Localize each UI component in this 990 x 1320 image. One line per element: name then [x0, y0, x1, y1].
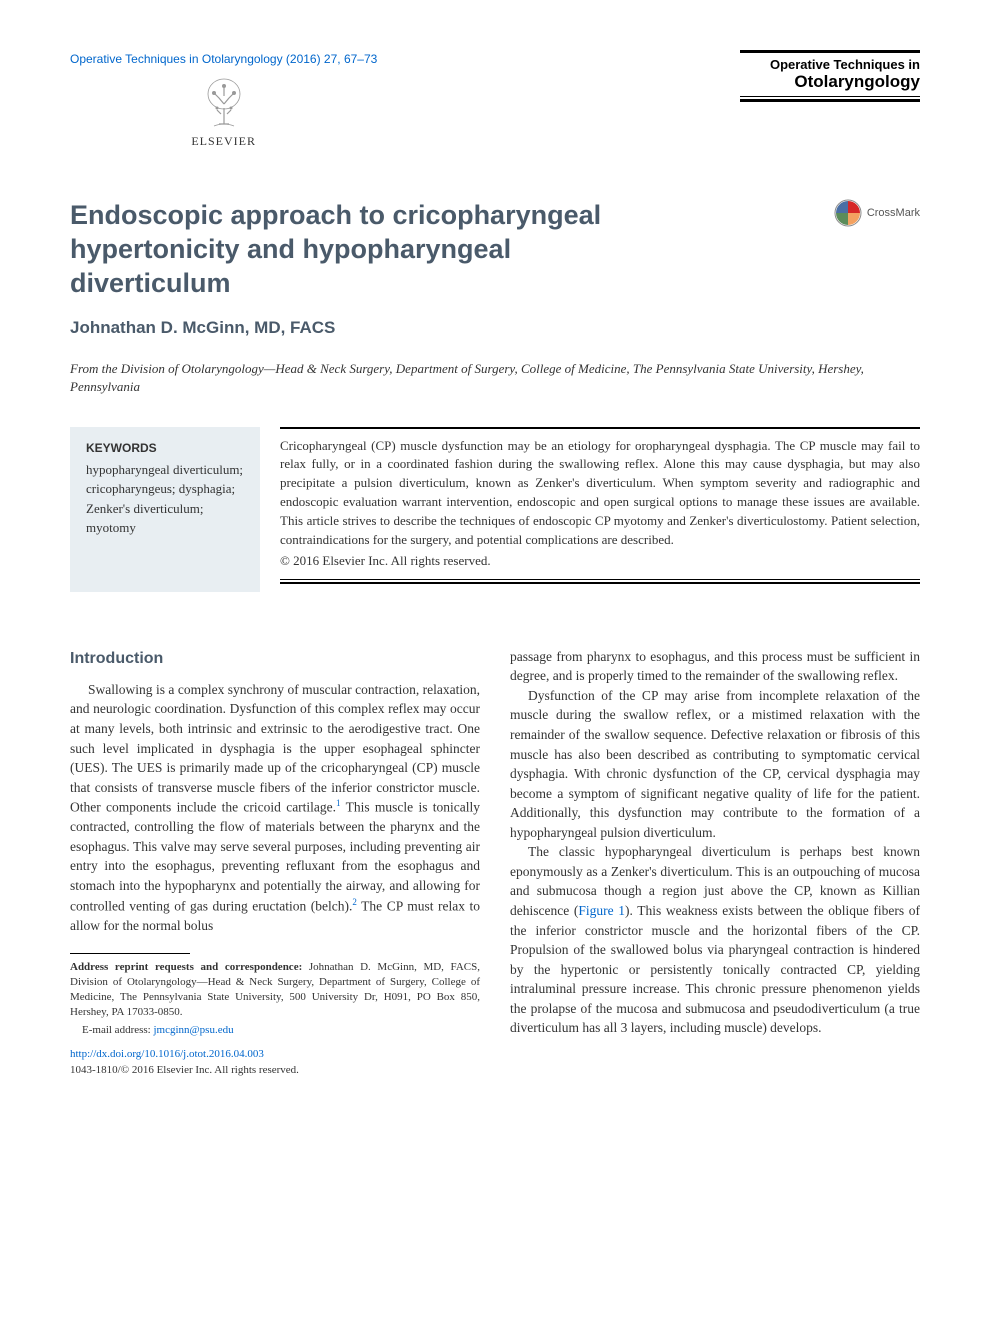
abstract-copyright: © 2016 Elsevier Inc. All rights reserved…	[280, 553, 920, 569]
col2-paragraph-3: The classic hypopharyngeal diverticulum …	[510, 842, 920, 1038]
elsevier-tree-icon	[199, 76, 249, 131]
left-header: Operative Techniques in Otolaryngology (…	[70, 50, 377, 149]
body-columns: Introduction Swallowing is a complex syn…	[70, 647, 920, 1080]
footnote-label: Address reprint requests and corresponde…	[70, 961, 302, 973]
email-footnote: E-mail address: jmcginn@psu.edu	[70, 1023, 480, 1038]
publisher-name: ELSEVIER	[191, 134, 256, 149]
journal-prefix: Operative Techniques in	[740, 57, 920, 72]
col2-paragraph-2: Dysfunction of the CP may arise from inc…	[510, 686, 920, 843]
citation-link[interactable]: Operative Techniques in Otolaryngology (…	[70, 52, 377, 66]
crossmark-icon	[834, 199, 862, 227]
journal-box: Operative Techniques in Otolaryngology	[740, 50, 920, 102]
abstract-block: KEYWORDS hypopharyngeal diverticulum; cr…	[70, 427, 920, 592]
figure-1-link[interactable]: Figure 1	[578, 903, 625, 918]
affiliation: From the Division of Otolaryngology—Head…	[70, 360, 920, 396]
col2-paragraph-1: passage from pharynx to esophagus, and t…	[510, 647, 920, 686]
keywords-heading: KEYWORDS	[86, 441, 244, 455]
section-heading-introduction: Introduction	[70, 647, 480, 670]
correspondence-footnote: Address reprint requests and corresponde…	[70, 960, 480, 1019]
journal-name: Otolaryngology	[740, 72, 920, 92]
abstract-right: Cricopharyngeal (CP) muscle dysfunction …	[280, 427, 920, 592]
email-link[interactable]: jmcginn@psu.edu	[153, 1024, 233, 1036]
keywords-list: hypopharyngeal diverticulum; cricopharyn…	[86, 460, 244, 538]
abstract-text: Cricopharyngeal (CP) muscle dysfunction …	[280, 437, 920, 550]
column-right: passage from pharynx to esophagus, and t…	[510, 647, 920, 1080]
title-row: Endoscopic approach to cricopharyngeal h…	[70, 199, 920, 300]
article-title: Endoscopic approach to cricopharyngeal h…	[70, 199, 670, 300]
doi-line: http://dx.doi.org/10.1016/j.otot.2016.04…	[70, 1047, 480, 1063]
keywords-box: KEYWORDS hypopharyngeal diverticulum; cr…	[70, 427, 260, 592]
column-left: Introduction Swallowing is a complex syn…	[70, 647, 480, 1080]
authors: Johnathan D. McGinn, MD, FACS	[70, 318, 920, 338]
publisher-logo: ELSEVIER	[70, 76, 377, 149]
issn-line: 1043-1810/© 2016 Elsevier Inc. All right…	[70, 1063, 480, 1079]
intro-paragraph-1: Swallowing is a complex synchrony of mus…	[70, 680, 480, 935]
crossmark-badge[interactable]: CrossMark	[834, 199, 920, 227]
doi-link[interactable]: http://dx.doi.org/10.1016/j.otot.2016.04…	[70, 1048, 264, 1060]
header-row: Operative Techniques in Otolaryngology (…	[70, 50, 920, 149]
crossmark-label: CrossMark	[867, 207, 920, 219]
